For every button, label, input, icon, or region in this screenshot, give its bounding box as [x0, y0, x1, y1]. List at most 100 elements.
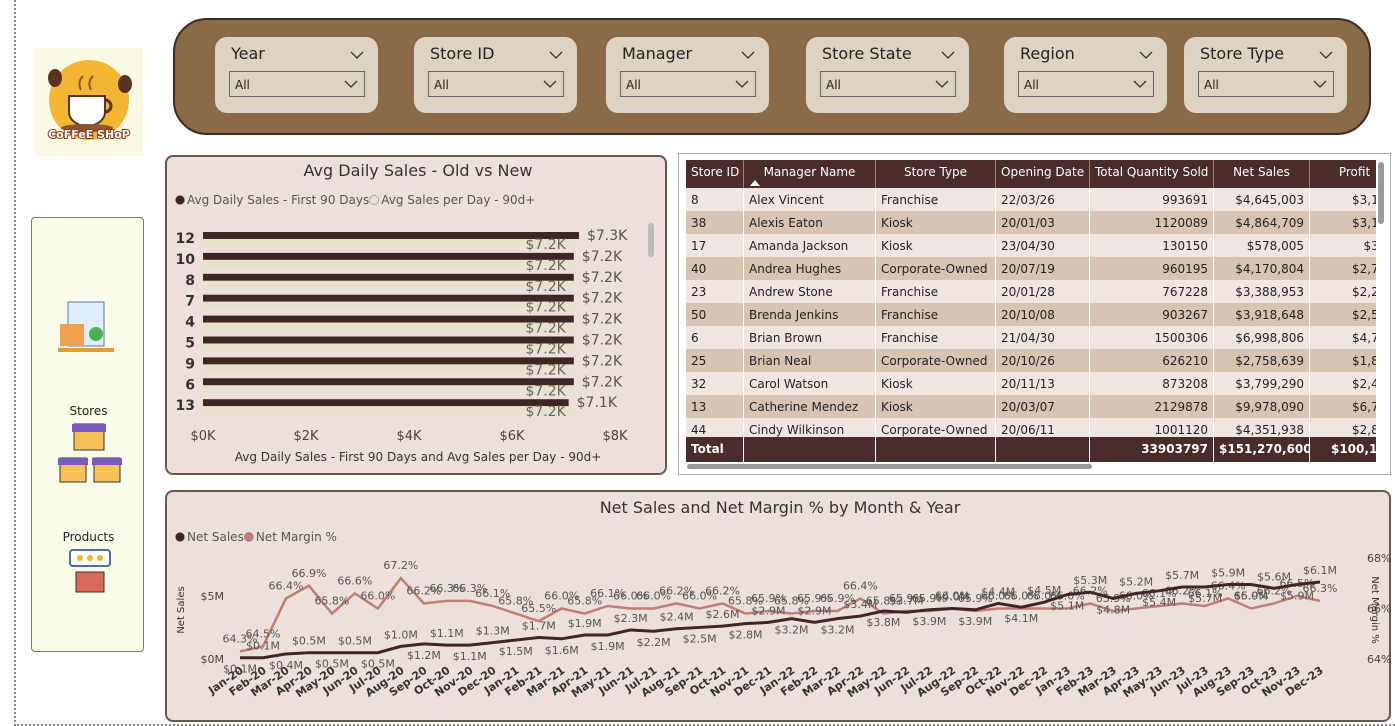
bar — [203, 252, 574, 260]
data-label: 65.9% — [751, 592, 786, 605]
column-header[interactable]: Store Type — [876, 160, 996, 188]
table-cell: 1120089 — [1090, 211, 1214, 234]
legend-swatch — [175, 195, 185, 205]
x-tick-label: $8K — [602, 429, 628, 444]
table-cell: $3,170 — [1310, 211, 1376, 234]
chevron — [1319, 51, 1333, 59]
steam — [78, 75, 94, 91]
filter-card[interactable]: Year All — [215, 37, 378, 113]
filter-card[interactable]: Region All — [1004, 37, 1167, 113]
nav-stores[interactable]: Stores — [69, 404, 108, 418]
logo: CoFFeE SHoP — [35, 48, 143, 156]
data-label: $7.1K — [577, 395, 618, 411]
nav-products[interactable]: Products — [62, 530, 115, 544]
table-cell: Kiosk — [876, 395, 996, 418]
table-cell: Catherine Mendez — [744, 395, 876, 418]
filter-dropdown[interactable]: All — [1198, 71, 1334, 97]
y-axis-title: Net Sales — [176, 586, 187, 633]
table-cell: 6 — [686, 326, 744, 349]
data-label: $1.2M — [407, 649, 441, 662]
table-cell: Kiosk — [876, 234, 996, 257]
bar — [203, 364, 574, 372]
filter-toggle[interactable] — [1139, 45, 1153, 64]
table-cell: Kiosk — [876, 211, 996, 234]
table-cell: 2129878 — [1090, 395, 1214, 418]
table-row: 13 Catherine Mendez Kiosk 20/03/07 2129878 $9… — [686, 395, 1376, 418]
filter-dropdown[interactable]: All — [1018, 71, 1154, 97]
total-empty — [744, 437, 876, 462]
filter-dropdown[interactable]: All — [229, 71, 365, 97]
data-label: $0.5M — [292, 635, 326, 648]
data-label: $2.2M — [637, 636, 671, 649]
table-cell: 8 — [686, 188, 744, 211]
data-label: 66.0% — [636, 590, 671, 603]
data-label: $0.5M — [361, 658, 395, 671]
data-label: $1.6M — [545, 644, 579, 657]
y-tick-label: $5M — [201, 590, 225, 603]
column-header[interactable]: Total Quantity Sold — [1090, 160, 1214, 188]
data-label: $5.4M — [1142, 596, 1176, 609]
filter-dropdown[interactable]: All — [820, 71, 956, 97]
bar-chart-panel — [165, 155, 667, 475]
filter-toggle[interactable] — [741, 45, 755, 64]
filter-card[interactable]: Store ID All — [414, 37, 577, 113]
data-label: $3.9M — [912, 615, 946, 628]
filter-toggle[interactable] — [941, 45, 955, 64]
table-cell: Corporate-Owned — [876, 418, 996, 441]
table-cell: Kiosk — [876, 372, 996, 395]
data-label: $0.1M — [246, 640, 280, 653]
total-empty — [996, 437, 1090, 462]
filter-card[interactable]: Store Type All — [1184, 37, 1347, 113]
table-cell: 130150 — [1090, 234, 1214, 257]
column-header[interactable]: Manager Name — [744, 160, 876, 188]
filter-dropdown[interactable]: All — [428, 71, 564, 97]
filter-dropdown[interactable]: All — [620, 71, 756, 97]
data-label: 65.9% — [958, 592, 993, 605]
y-tick-label: 4 — [185, 315, 195, 331]
column-header[interactable]: Opening Date — [996, 160, 1090, 188]
total-empty — [876, 437, 996, 462]
star — [77, 555, 83, 561]
chevron — [741, 51, 755, 59]
table-cell: $4,741 — [1310, 326, 1376, 349]
line-series — [240, 580, 1321, 660]
table-row: 50 Brenda Jenkins Franchise 20/10/08 903267 $… — [686, 303, 1376, 326]
data-label: 65.9% — [797, 592, 832, 605]
chevron — [735, 80, 749, 88]
column-header[interactable]: Profit — [1310, 160, 1376, 188]
y-tick-label: 8 — [185, 273, 195, 289]
table-cell: Franchise — [876, 280, 996, 303]
table-cell: $3,799,290 — [1214, 372, 1310, 395]
table-row: 6 Brian Brown Franchise 21/04/30 1500306 $6,9… — [686, 326, 1376, 349]
scrollbar[interactable] — [687, 464, 1092, 469]
filter-card[interactable]: Store State All — [806, 37, 969, 113]
bar — [203, 301, 574, 309]
table-cell: 626210 — [1090, 349, 1214, 372]
data-label: $7.2K — [582, 353, 623, 369]
data-label: 65.8% — [567, 595, 602, 608]
table-cell: $2,725 — [1310, 257, 1376, 280]
filter-toggle[interactable] — [1319, 45, 1333, 64]
column-header[interactable]: Store ID — [686, 160, 744, 188]
filter-value: All — [1024, 78, 1039, 92]
table-cell: Brenda Jenkins — [744, 303, 876, 326]
filter-card[interactable]: Manager All — [606, 37, 769, 113]
data-label: $1.0M — [384, 628, 418, 641]
data-label: $7.2K — [525, 362, 566, 378]
column-header[interactable]: Net Sales — [1214, 160, 1310, 188]
table-cell: $6,757 — [1310, 395, 1376, 418]
filter-toggle[interactable] — [350, 45, 364, 64]
table-cell: $1,814 — [1310, 349, 1376, 372]
data-label: $7.2K — [582, 291, 623, 307]
table-cell: Franchise — [876, 188, 996, 211]
star — [87, 555, 93, 561]
store-awning — [58, 458, 88, 465]
scrollbar[interactable] — [648, 223, 654, 257]
filter-toggle[interactable] — [549, 45, 563, 64]
table-cell: $2,235 — [1310, 280, 1376, 303]
table-cell: 38 — [686, 211, 744, 234]
scrollbar[interactable] — [1378, 162, 1384, 224]
data-label: $2.4M — [660, 611, 694, 624]
data-label: 66.0% — [613, 590, 648, 603]
bar — [203, 385, 574, 393]
